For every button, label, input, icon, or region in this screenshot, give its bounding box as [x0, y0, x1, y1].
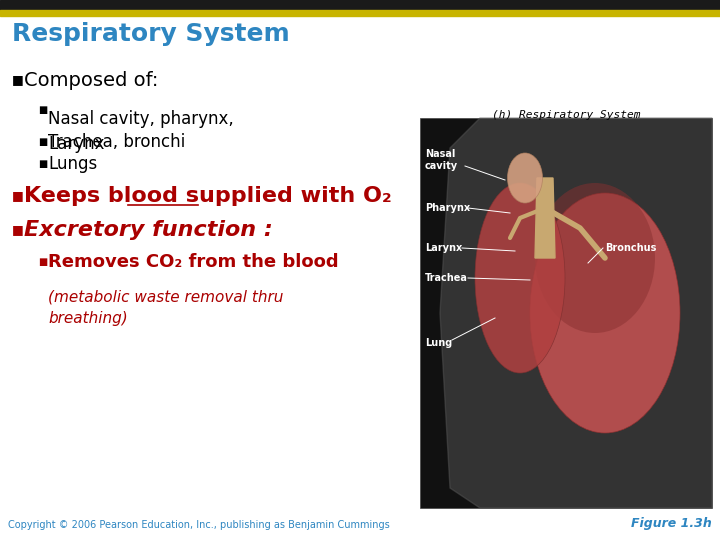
Text: Removes CO₂ from the blood: Removes CO₂ from the blood — [48, 253, 338, 271]
Text: Nasal
cavity: Nasal cavity — [425, 150, 458, 171]
Text: ■: ■ — [38, 105, 48, 115]
Text: ■: ■ — [12, 73, 24, 86]
Text: Lung: Lung — [425, 338, 452, 348]
Polygon shape — [440, 118, 712, 508]
Text: Lungs: Lungs — [48, 155, 97, 173]
Text: Trachea, bronchi: Trachea, bronchi — [48, 133, 185, 151]
Text: Larynx: Larynx — [425, 243, 462, 253]
Text: Composed of:: Composed of: — [24, 71, 158, 90]
Text: ■: ■ — [38, 137, 48, 147]
Text: Respiratory System: Respiratory System — [12, 22, 289, 46]
Text: Keeps blood supplied with O₂: Keeps blood supplied with O₂ — [24, 186, 392, 206]
Polygon shape — [535, 178, 555, 258]
Ellipse shape — [530, 193, 680, 433]
Bar — [420, 118, 712, 508]
Text: Bronchus: Bronchus — [605, 243, 657, 253]
Text: ■: ■ — [12, 224, 24, 237]
Bar — [0, 10, 720, 16]
Text: Figure 1.3h: Figure 1.3h — [631, 517, 712, 530]
Text: (h) Respiratory System: (h) Respiratory System — [492, 110, 640, 120]
Text: ■: ■ — [38, 159, 48, 169]
Text: (metabolic waste removal thru
breathing): (metabolic waste removal thru breathing) — [48, 290, 284, 326]
Text: ■: ■ — [38, 257, 48, 267]
Text: Copyright © 2006 Pearson Education, Inc., publishing as Benjamin Cummings: Copyright © 2006 Pearson Education, Inc.… — [8, 520, 390, 530]
Ellipse shape — [535, 183, 655, 333]
Text: Pharynx: Pharynx — [425, 203, 470, 213]
Bar — [0, 0, 720, 10]
Text: ■: ■ — [12, 190, 24, 202]
Ellipse shape — [508, 153, 542, 203]
Text: Excretory function :: Excretory function : — [24, 220, 273, 240]
Ellipse shape — [475, 183, 565, 373]
Text: Nasal cavity, pharynx,
Larynx: Nasal cavity, pharynx, Larynx — [48, 110, 234, 153]
Text: Trachea: Trachea — [425, 273, 468, 283]
